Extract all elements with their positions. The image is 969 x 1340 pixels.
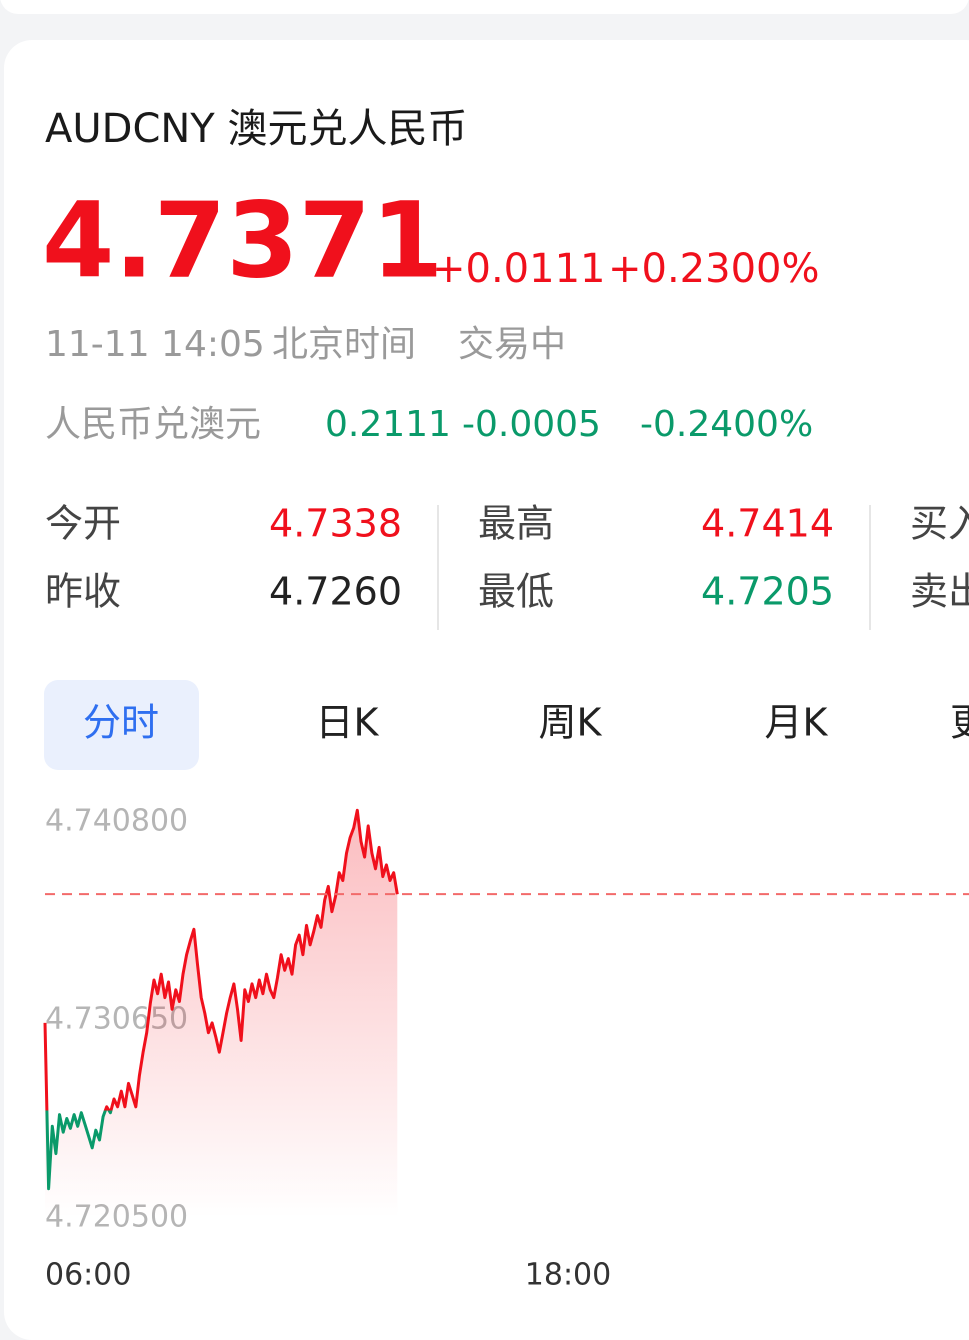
change: +0.0111 xyxy=(432,246,605,292)
x-tick-label: 06:00 xyxy=(45,1258,131,1293)
tab[interactable]: 日K xyxy=(316,701,380,745)
change-pct: +0.2300% xyxy=(608,246,819,292)
inverse-label: 人民币兑澳元 xyxy=(45,404,261,445)
tab[interactable]: 更多 xyxy=(950,701,969,745)
stat-label: 今开 xyxy=(45,502,121,546)
stat-label: 卖出 xyxy=(910,570,969,614)
stat-label: 最高 xyxy=(478,502,554,546)
tab[interactable]: 分时 xyxy=(83,701,159,745)
quote-card: AUDCNY 澳元兑人民币 4.7371 +0.0111 +0.2300% 11… xyxy=(4,40,969,1340)
quote-view: AUDCNY 澳元兑人民币 4.7371 +0.0111 +0.2300% 11… xyxy=(42,106,969,1293)
tab[interactable]: 周K xyxy=(539,701,603,745)
area xyxy=(45,810,398,1218)
status: 交易中 xyxy=(458,324,566,365)
inverse-change: -0.0005 xyxy=(462,404,601,445)
stat-value: 4.7338 xyxy=(269,502,402,546)
stat-label: 最低 xyxy=(478,570,554,614)
inverse-change-pct: -0.2400% xyxy=(640,404,813,445)
price-line xyxy=(43,808,399,1191)
stat-value: 4.7260 xyxy=(269,570,402,614)
inverse-price: 0.2111 xyxy=(325,404,451,445)
price: 4.7371 xyxy=(42,179,443,301)
tab[interactable]: 月K xyxy=(765,701,829,745)
active-tab-bg xyxy=(44,680,199,770)
stat-label: 买入 xyxy=(910,502,969,546)
timezone: 北京时间 xyxy=(272,324,416,365)
title: AUDCNY 澳元兑人民币 xyxy=(45,106,467,152)
y-tick-label: 4.740800 xyxy=(45,804,188,839)
time: 11-11 14:05 xyxy=(45,324,265,365)
stat-label: 昨收 xyxy=(45,570,121,614)
stat-value: 4.7205 xyxy=(701,570,834,614)
stat-value: 4.7414 xyxy=(701,502,834,546)
top-card xyxy=(0,0,969,14)
x-tick-label: 18:00 xyxy=(525,1258,611,1293)
